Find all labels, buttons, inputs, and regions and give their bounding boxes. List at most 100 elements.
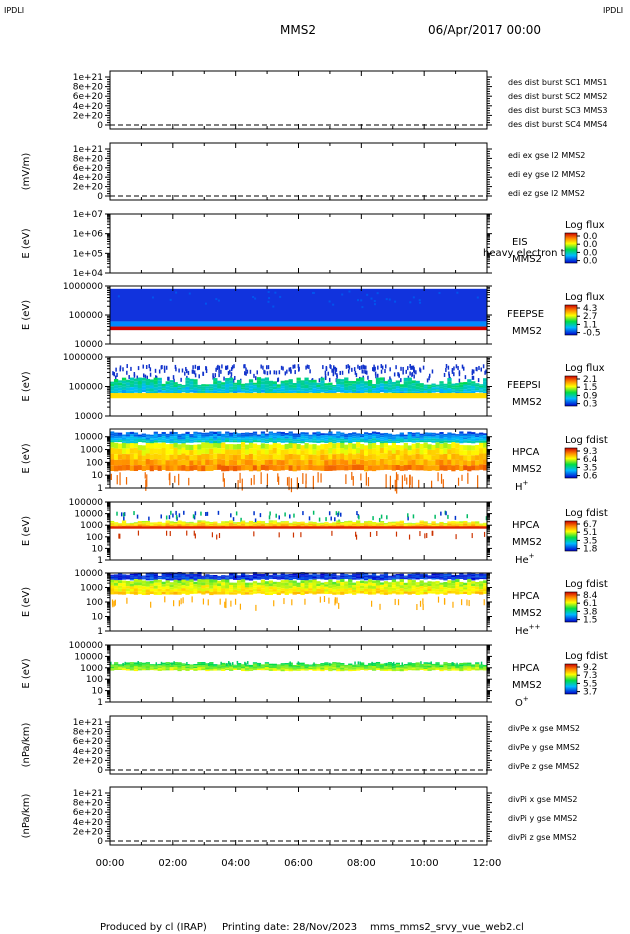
colorbar-tick: 1.5: [583, 383, 597, 393]
ytick-label: 100: [86, 598, 103, 608]
instrument-label: HPCA: [512, 591, 540, 602]
colorbar-title: Log fdist: [565, 579, 608, 590]
instrument-spacecraft: MMS2: [512, 254, 542, 265]
colorbar-title: Log fdist: [565, 508, 608, 519]
legend-entry: des dist burst SC4 MMS4: [508, 120, 607, 129]
ytick-label: 1000: [80, 664, 103, 674]
ytick-label: 2e+20: [73, 183, 104, 193]
colorbar-title: Log fdist: [565, 435, 608, 446]
colorbar-tick: 6.1: [583, 599, 597, 609]
xtick-label: 08:00: [347, 858, 376, 869]
ytick-label: 1: [97, 698, 103, 708]
header: IPDLI IPDLI MMS2 06/Apr/2017 00:00: [4, 6, 623, 37]
ytick-label: 1e+07: [73, 210, 103, 220]
ytick-label: 4e+20: [73, 173, 104, 183]
ytick-label: 2e+20: [73, 756, 104, 766]
colorbar-tick: 5.5: [583, 679, 597, 689]
legend-des-dist-burst: des dist burst SC1 MMS1 des dist burst SC…: [508, 78, 607, 129]
ytick-label: 8e+20: [73, 799, 104, 809]
legend-entry: divPi x gse MMS2: [508, 795, 577, 804]
ytick-label: 1: [97, 627, 103, 637]
instrument-label: EIS: [512, 237, 528, 248]
ylabel-hpca-h: E (eV): [21, 443, 32, 473]
ytick-label: 10000: [74, 412, 103, 422]
ytick-label: 8e+20: [73, 728, 104, 738]
corner-label-top-left: IPDLI: [4, 6, 24, 15]
instrument-spacecraft: MMS2: [512, 537, 542, 548]
ytick-label: 10: [92, 544, 104, 554]
species-label: He+: [515, 552, 535, 566]
ytick-label: 10000: [74, 569, 103, 579]
panel-feepsi: 10000 100000 1000000 E (eV) FEEPSI MMS2 Log fl…: [21, 353, 605, 422]
ytick-label: 1000000: [63, 282, 103, 292]
footer: Produced by cl (IRAP) Printing date: 28/…: [100, 922, 524, 933]
ytick-label: 1e+21: [73, 73, 103, 83]
spacecraft-title: MMS2: [280, 23, 316, 37]
spectrogram-hpca-o: [110, 660, 488, 672]
colorbar-tick: 0.6: [583, 472, 598, 482]
ylabel-eis: E (eV): [21, 228, 32, 258]
ytick-label: 100000: [69, 641, 104, 651]
ylabel-feepsi: E (eV): [21, 371, 32, 401]
colorbar-tick: 0.3: [583, 400, 597, 410]
ytick-label: 0: [97, 837, 103, 847]
species-label: He++: [515, 623, 541, 637]
colorbar-tick: 3.8: [583, 607, 598, 617]
ytick-label: 10000: [74, 433, 103, 443]
colorbar-tick: 1.8: [583, 545, 598, 555]
ytick-label: 0: [97, 192, 103, 202]
ytick-label: 100: [86, 533, 103, 543]
instrument-label: HPCA: [512, 663, 540, 674]
ytick-label: 8e+20: [73, 83, 104, 93]
ytick-label: 0: [97, 121, 103, 131]
time-axis: 00:00 02:00 04:00 06:00 08:00 10:00 12:00: [96, 858, 502, 869]
ytick-label: 100: [86, 675, 103, 685]
colorbar-tick: 2.7: [583, 312, 597, 322]
spectrogram-feepsi: [110, 363, 488, 399]
colorbar-tick: 1.5: [583, 616, 597, 626]
ytick-label: 4e+20: [73, 747, 104, 757]
legend-entry: divPe z gse MMS2: [508, 762, 579, 771]
printing-date: Printing date: 28/Nov/2023: [222, 922, 357, 933]
colorbar-tick: 9.3: [583, 447, 597, 457]
colorbar-title: Log flux: [565, 220, 605, 231]
ytick-label: 1: [97, 556, 103, 566]
ytick-label: 4e+20: [73, 102, 104, 112]
colorbar: [564, 520, 578, 552]
instrument-label: HPCA: [512, 520, 540, 531]
xtick-label: 06:00: [284, 858, 313, 869]
ylabel-hpca-o: E (eV): [21, 658, 32, 688]
xtick-label: 04:00: [221, 858, 250, 869]
colorbar-tick: 3.5: [583, 536, 597, 546]
colorbar-title: Log flux: [565, 363, 605, 374]
panel-feepse: 10000 100000 1000000 E (eV) FEEPSE MMS2 Log fl…: [21, 282, 605, 350]
ytick-label: 100: [86, 458, 103, 468]
xtick-label: 10:00: [410, 858, 439, 869]
legend-entry: des dist burst SC2 MMS2: [508, 92, 607, 101]
colorbar-title: Log fdist: [565, 651, 608, 662]
colorbar-tick: 6.4: [583, 455, 598, 465]
ytick-label: 10: [92, 687, 104, 697]
instrument-spacecraft: MMS2: [512, 608, 542, 619]
colorbar-tick: 8.4: [583, 591, 598, 601]
ytick-label: 1000000: [63, 353, 103, 363]
colorbar-tick: 2.1: [583, 375, 597, 385]
ytick-label: 1e+05: [73, 249, 103, 259]
ytick-label: 1e+21: [73, 145, 103, 155]
ytick-label: 1e+04: [73, 269, 104, 279]
ytick-label: 10: [92, 613, 104, 623]
legend-edi-e-gse: edi ex gse l2 MMS2 edi ey gse l2 MMS2 edi …: [508, 151, 586, 198]
colorbar-tick: 0.0: [583, 248, 598, 258]
ytick-label: 0: [97, 766, 103, 776]
ytick-label: 10000: [74, 652, 103, 662]
colorbar-tick: 9.2: [583, 663, 597, 673]
colorbar-tick: 0.0: [583, 257, 598, 267]
ytick-label: 2e+20: [73, 111, 104, 121]
xtick-label: 12:00: [473, 858, 502, 869]
ytick-label: 2e+20: [73, 827, 104, 837]
script-name: mms_mms2_srvy_vue_web2.cl: [370, 922, 524, 933]
